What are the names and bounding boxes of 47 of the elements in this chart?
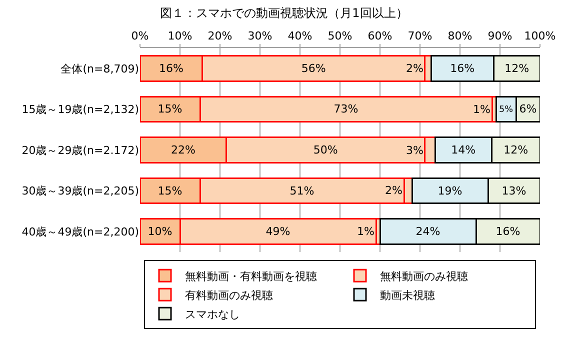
data-label: 5% <box>499 105 513 116</box>
x-tick-label: 60% <box>368 30 392 43</box>
x-tick-label: 80% <box>448 30 472 43</box>
y-tick-label: 20歳～29歳(n=2.172) <box>22 144 139 157</box>
x-tick-label: 40% <box>288 30 312 43</box>
y-tick-label: 15歳～19歳(n=2,132) <box>22 103 139 116</box>
data-label: 2% <box>406 62 424 75</box>
data-label: 19% <box>438 184 462 198</box>
data-label: 3% <box>406 144 424 157</box>
data-label: 16% <box>450 62 475 75</box>
x-tick-label: 20% <box>208 30 232 43</box>
data-label: 12% <box>504 62 530 75</box>
x-tick-label: 30% <box>248 30 272 43</box>
y-tick-label: 40歳～49歳(n=2,200) <box>22 225 139 238</box>
data-label: 14% <box>451 144 476 156</box>
legend-label: 動画未視聴 <box>380 288 435 302</box>
data-label: 1% <box>473 103 490 116</box>
x-tick-label: 0% <box>131 30 149 43</box>
legend-label: 有料動画のみ視聴 <box>185 288 273 302</box>
x-tick-label: 70% <box>408 30 432 43</box>
data-label: 1% <box>357 225 374 238</box>
data-label: 15% <box>158 184 182 198</box>
y-tick-label: 全体(n=8,709) <box>60 62 139 76</box>
legend-label: 無料動画のみ視聴 <box>380 270 468 283</box>
data-label: 56% <box>301 62 326 75</box>
data-label: 24% <box>416 225 440 238</box>
data-label: 12% <box>504 144 528 156</box>
x-tick-label: 100% <box>524 30 556 43</box>
chart-title: 図１：スマホでの動画視聴状況（月1回以上） <box>160 6 408 20</box>
data-label: 50% <box>313 144 338 156</box>
x-tick-label: 50% <box>328 30 352 43</box>
data-label: 16% <box>496 225 520 238</box>
x-tick-label: 90% <box>488 30 512 43</box>
data-label: 15% <box>158 102 182 116</box>
legend-label: スマホなし <box>185 308 240 321</box>
x-tick-label: 10% <box>168 30 192 43</box>
data-label: 73% <box>334 102 358 116</box>
data-label: 2% <box>385 184 402 197</box>
legend-label: 無料動画・有料動画を視聴 <box>185 270 317 283</box>
data-label: 51% <box>290 184 314 198</box>
data-label: 22% <box>170 144 196 156</box>
data-label: 6% <box>519 102 537 116</box>
data-label: 10% <box>148 225 172 238</box>
y-tick-label: 30歳～39歳(n=2,205) <box>22 184 139 198</box>
data-label: 13% <box>502 184 526 198</box>
data-label: 49% <box>266 225 290 238</box>
data-label: 16% <box>158 62 184 75</box>
